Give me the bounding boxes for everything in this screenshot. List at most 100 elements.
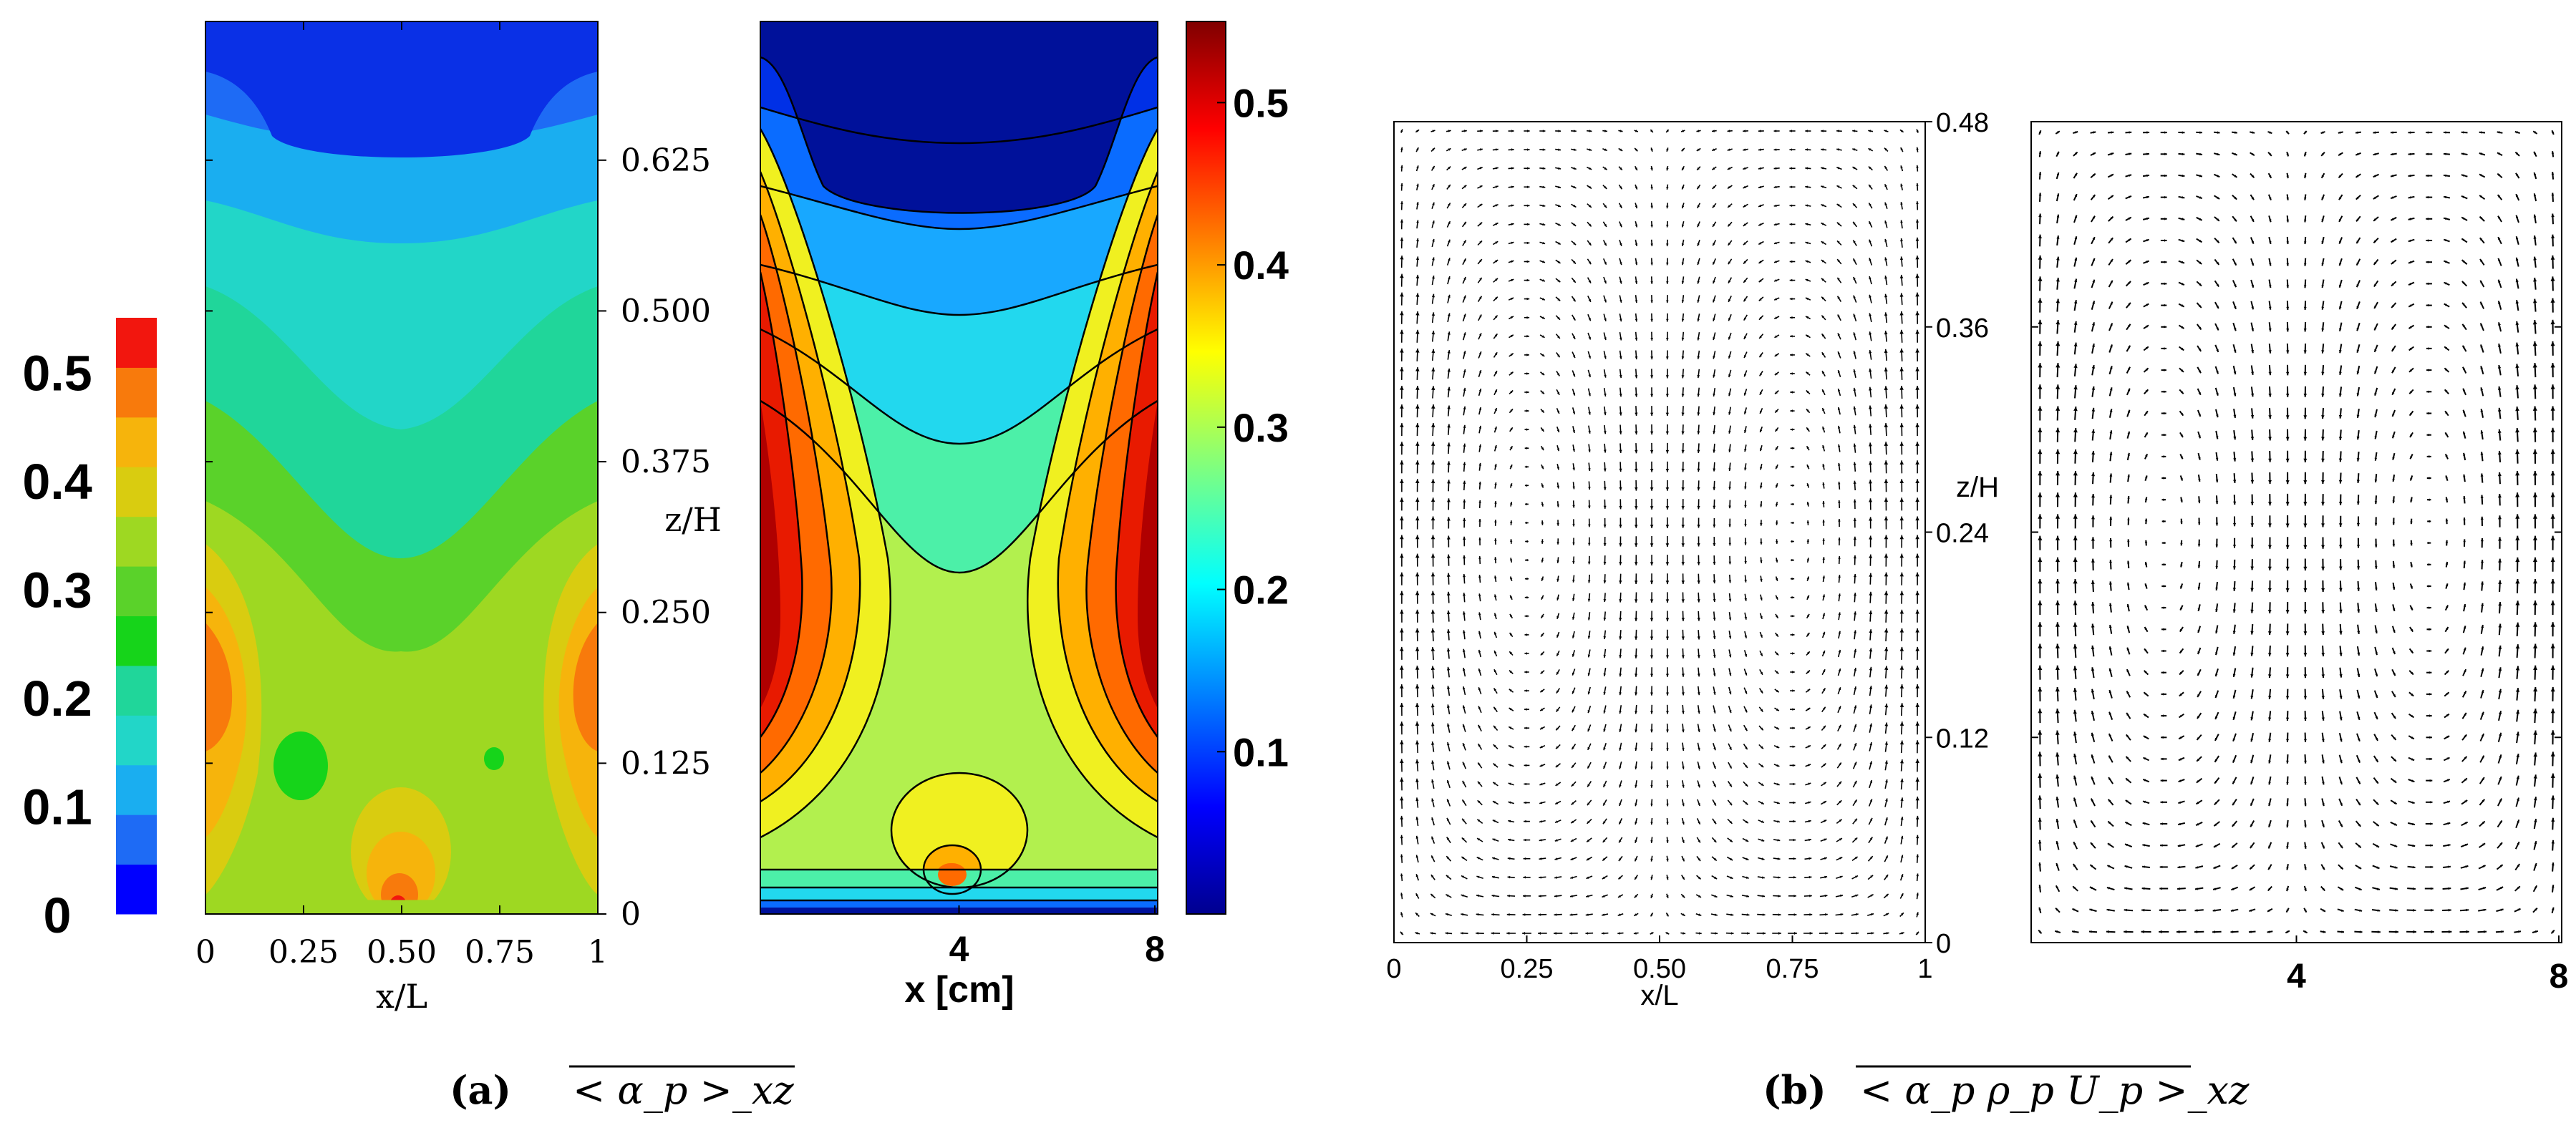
vector-arrowhead — [1915, 404, 1919, 409]
vector-arrowhead — [1728, 673, 1732, 676]
vector-arrowhead — [2321, 350, 2325, 354]
vector-arrowhead — [1478, 370, 1482, 374]
vector-arrowhead — [1698, 876, 1701, 880]
colorbar-swatch — [116, 318, 157, 368]
vector-arrowhead — [1855, 894, 1859, 898]
vector-arrowhead — [1603, 468, 1607, 472]
vector-arrowhead — [1713, 299, 1715, 303]
vector-arrowhead — [1448, 294, 1451, 298]
vector-arrowhead — [1588, 223, 1592, 227]
vector-arrowhead — [1806, 558, 1809, 561]
vector-arrowhead — [2304, 198, 2307, 200]
vector-arrowhead — [1603, 766, 1606, 769]
vector-arrowhead — [2091, 386, 2096, 390]
vector-arrowhead — [2429, 801, 2433, 804]
vector-arrowhead — [1681, 449, 1685, 454]
vector-arrowhead — [2216, 414, 2219, 418]
vector-arrowhead — [1572, 653, 1575, 657]
vector-arrowhead — [1448, 130, 1451, 132]
vector-arrowhead — [2111, 152, 2114, 155]
vector-arrowhead — [1495, 167, 1498, 170]
vector-arrowhead — [2233, 458, 2237, 462]
vector-arrowhead — [2286, 153, 2289, 157]
vector-arrowhead — [1511, 241, 1514, 244]
vector-arrowhead — [2176, 930, 2180, 934]
vector-arrowhead — [1587, 691, 1590, 695]
vector-arrowhead — [1777, 857, 1781, 860]
vector-arrowhead — [1666, 767, 1669, 769]
vector-arrowhead — [2463, 539, 2466, 543]
vector-arrowhead — [1665, 618, 1670, 622]
vector-arrowhead — [1556, 727, 1559, 731]
vector-arrowhead — [2269, 197, 2272, 200]
vector-arrowhead — [1821, 204, 1824, 207]
vector-arrowhead — [1916, 912, 1919, 915]
vector-arrowhead — [1884, 779, 1888, 783]
vector-arrowhead — [2198, 348, 2202, 351]
vector-arrowhead — [2127, 539, 2130, 543]
vector-arrowhead — [2056, 863, 2059, 867]
y-tick-label: 0.125 — [621, 745, 711, 782]
vector-arrowhead — [2374, 392, 2377, 396]
vector-arrowhead — [2357, 716, 2360, 720]
vector-arrowhead — [2268, 350, 2272, 354]
vector-arrowhead — [1915, 311, 1919, 316]
vector-arrowhead — [1745, 839, 1749, 842]
vector-arrowhead — [1789, 223, 1793, 226]
vector-arrowhead — [2092, 322, 2095, 326]
vector-arrowhead — [1775, 559, 1778, 563]
vector-arrowhead — [1869, 648, 1873, 652]
vector-arrowhead — [2091, 689, 2095, 693]
vector-arrowhead — [1495, 260, 1498, 263]
vector-arrowhead — [1635, 877, 1637, 880]
vector-arrowhead — [2303, 696, 2308, 700]
vector-arrowhead — [1698, 766, 1700, 769]
vector-arrowhead — [1713, 580, 1716, 584]
vector-arrowhead — [2215, 501, 2219, 505]
vector-arrowhead — [2356, 501, 2360, 505]
vector-arrowhead — [2426, 218, 2429, 220]
vector-arrowhead — [1760, 671, 1763, 675]
vector-arrowhead — [1432, 184, 1435, 188]
vector-arrowhead — [2073, 688, 2078, 692]
vector-arrowhead — [1447, 405, 1451, 409]
vector-arrowhead — [1650, 822, 1653, 825]
vector-arrowhead — [1463, 185, 1467, 188]
vector-arrowhead — [1792, 671, 1795, 674]
vector-arrowhead — [1572, 598, 1575, 601]
vector-arrowhead — [1730, 932, 1734, 935]
vector-arrowhead — [1650, 580, 1654, 585]
vector-arrowhead — [1915, 516, 1919, 521]
vector-arrowhead — [2411, 779, 2415, 782]
vector-arrowhead — [2231, 888, 2234, 890]
vector-arrowhead — [1869, 817, 1872, 821]
vector-arrowhead — [1807, 651, 1810, 655]
vector-arrowhead — [1666, 205, 1669, 209]
vector-arrowhead — [1415, 703, 1420, 707]
vector-arrowhead — [2286, 867, 2289, 870]
vector-arrowhead — [2373, 262, 2377, 265]
vector-arrowhead — [1463, 148, 1467, 151]
vector-arrowhead — [1681, 580, 1685, 584]
vector-arrowhead — [1463, 424, 1466, 428]
vector-arrowhead — [1915, 366, 1919, 371]
vector-arrowhead — [1758, 185, 1761, 188]
vector-arrowhead — [1821, 315, 1825, 318]
vector-arrowhead — [1853, 203, 1856, 207]
vector-arrowhead — [2198, 414, 2201, 417]
vector-arrowhead — [1588, 242, 1592, 245]
vector-arrowhead — [1758, 223, 1762, 226]
vector-arrowhead — [2339, 739, 2343, 742]
vector-arrowhead — [2428, 541, 2431, 545]
vector-arrowhead — [2411, 671, 2413, 675]
vector-arrowhead — [1728, 280, 1731, 283]
vector-arrowhead — [1806, 633, 1810, 636]
vector-arrowhead — [2232, 674, 2236, 677]
vector-arrowhead — [2164, 412, 2166, 415]
vector-arrowhead — [2391, 152, 2393, 156]
vector-arrowhead — [1479, 204, 1483, 207]
vector-arrowhead — [1464, 130, 1467, 132]
vector-arrowhead — [2199, 152, 2202, 156]
vector-arrowhead — [2448, 887, 2451, 890]
vector-arrowhead — [2251, 175, 2255, 178]
